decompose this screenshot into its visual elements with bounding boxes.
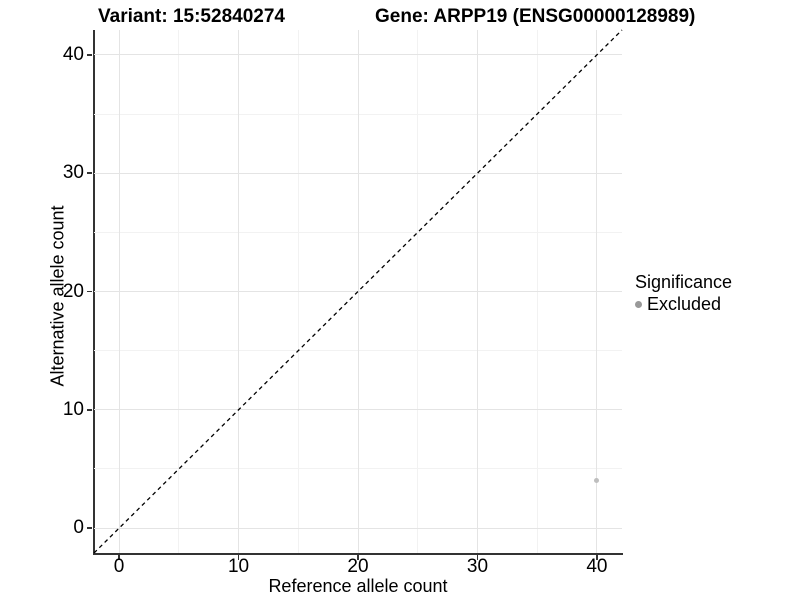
legend-key-dot-icon (635, 300, 642, 308)
legend-item-excluded: Excluded (635, 294, 732, 314)
x-axis-title: Reference allele count (268, 576, 448, 596)
x-axis-line (93, 553, 623, 555)
y-axis-line (93, 30, 95, 555)
y-major-gridline (94, 54, 622, 56)
x-tick-label: 20 (347, 556, 369, 577)
y-tick-mark (87, 54, 92, 56)
y-tick-mark (87, 527, 92, 529)
y-tick-label: 30 (62, 162, 84, 184)
y-tick-label: 40 (62, 43, 84, 65)
y-tick-label: 10 (62, 398, 84, 420)
y-tick-label: 0 (73, 517, 84, 539)
x-tick-mark (118, 555, 120, 560)
x-tick-label: 10 (227, 556, 250, 577)
y-major-gridline (94, 172, 622, 174)
legend-title: Significance (635, 272, 733, 292)
y-major-gridline (94, 527, 622, 529)
data-point (594, 478, 600, 484)
x-tick-label: 40 (586, 556, 608, 577)
y-major-gridline (94, 409, 622, 411)
y-tick-mark (87, 409, 92, 411)
x-tick-label: 0 (113, 556, 125, 577)
legend-item-label: Excluded (647, 294, 722, 314)
y-tick-mark (87, 290, 92, 293)
plot-title-variant: Variant: 15:52840274 (98, 6, 285, 27)
x-tick-mark (357, 555, 359, 560)
x-tick-label: 30 (466, 556, 489, 577)
x-tick-mark (237, 555, 240, 560)
plot-title-gene: Gene: ARPP19 (ENSG00000128989) (375, 6, 696, 27)
y-tick-label: 20 (62, 280, 84, 302)
x-tick-mark (596, 555, 598, 560)
y-major-gridline (94, 291, 622, 292)
legend: Significance Excluded (635, 272, 732, 314)
x-tick-mark (476, 555, 479, 560)
y-tick-mark (87, 172, 92, 174)
